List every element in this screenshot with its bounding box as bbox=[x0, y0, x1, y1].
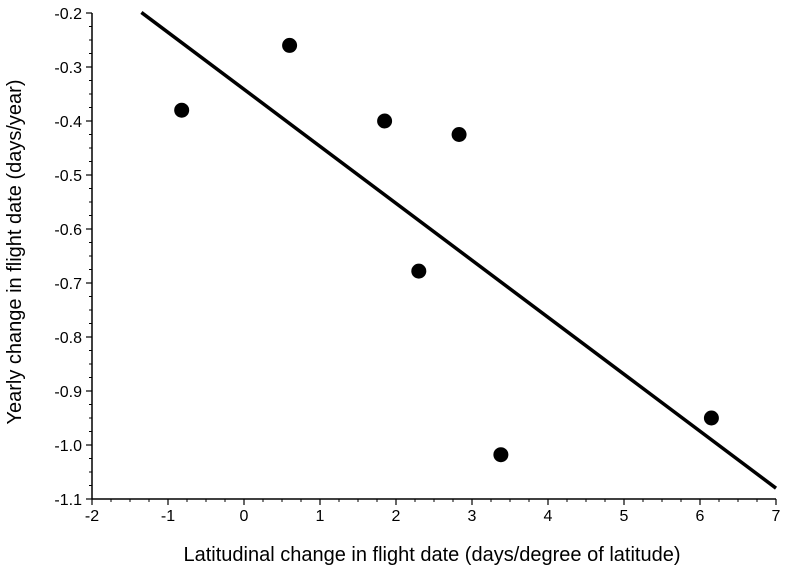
data-point bbox=[703, 410, 719, 426]
x-tick-label: 1 bbox=[316, 508, 325, 525]
y-tick-label: -0.8 bbox=[54, 330, 82, 347]
y-tick-label: -0.6 bbox=[54, 222, 82, 239]
x-axis-title: Latitudinal change in flight date (days/… bbox=[183, 544, 680, 566]
data-point bbox=[493, 447, 509, 463]
x-tick-label: 2 bbox=[392, 508, 401, 525]
x-tick-label: 4 bbox=[544, 508, 553, 525]
y-axis-title: Yearly change in flight date (days/year) bbox=[4, 79, 26, 424]
x-tick-label: 0 bbox=[240, 508, 249, 525]
data-point bbox=[282, 37, 298, 53]
data-point bbox=[174, 102, 190, 118]
x-axis-ticks: -2 -1 0 1 2 3 4 5 6 7 bbox=[85, 499, 781, 525]
x-tick-label: 3 bbox=[468, 508, 477, 525]
plot-area bbox=[91, 13, 776, 500]
regression-line bbox=[140, 11, 778, 490]
x-tick-label: -1 bbox=[161, 508, 175, 525]
data-point bbox=[451, 127, 467, 142]
y-tick-label: -1.1 bbox=[54, 492, 82, 509]
fit-line bbox=[140, 11, 778, 490]
x-tick-label: -2 bbox=[85, 508, 99, 525]
data-points bbox=[174, 37, 719, 463]
y-tick-label: -0.2 bbox=[54, 6, 82, 23]
y-tick-label: -0.7 bbox=[54, 276, 82, 293]
x-tick-label: 6 bbox=[696, 508, 705, 525]
x-tick-label: 7 bbox=[772, 508, 781, 525]
y-tick-label: -0.4 bbox=[54, 114, 82, 131]
y-tick-label: -0.9 bbox=[54, 384, 82, 401]
data-point bbox=[411, 263, 427, 279]
y-tick-label: -0.5 bbox=[54, 168, 82, 185]
y-tick-label: -1.0 bbox=[54, 438, 82, 455]
data-point bbox=[377, 113, 393, 129]
y-tick-label: -0.3 bbox=[54, 60, 82, 77]
y-axis-ticks: -0.2 -0.3 -0.4 -0.5 -0.6 -0.7 -0.8 -0.9 -1.0 -1.1 bbox=[54, 6, 92, 509]
x-tick-label: 5 bbox=[620, 508, 629, 525]
